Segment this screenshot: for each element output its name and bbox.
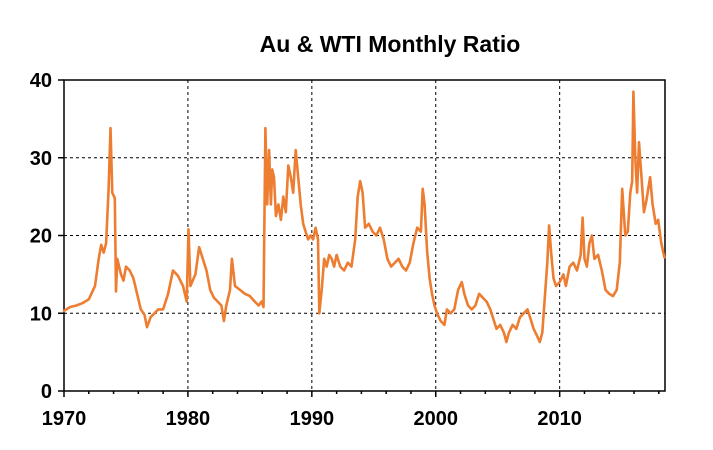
x-tick-label: 1990: [290, 408, 335, 430]
y-tick-label: 10: [30, 303, 52, 325]
x-tick-label: 2010: [537, 408, 582, 430]
x-tick-label: 1970: [42, 408, 87, 430]
y-tick-label: 40: [30, 70, 52, 92]
y-tick-label: 20: [30, 226, 52, 248]
y-tick-label: 30: [30, 148, 52, 170]
grid-layer: [64, 80, 665, 391]
series-line-0: [62, 90, 666, 344]
axes-layer: [58, 79, 660, 397]
x-tick-label: 1980: [166, 408, 211, 430]
series-layer: [62, 90, 666, 344]
y-tick-label: 0: [41, 381, 52, 403]
labels-layer: 0 10 20 30 40 1970 1980 1990 2000 2010: [30, 70, 582, 430]
chart-title: Au & WTI Monthly Ratio: [260, 31, 521, 57]
x-tick-label: 2000: [414, 408, 459, 430]
